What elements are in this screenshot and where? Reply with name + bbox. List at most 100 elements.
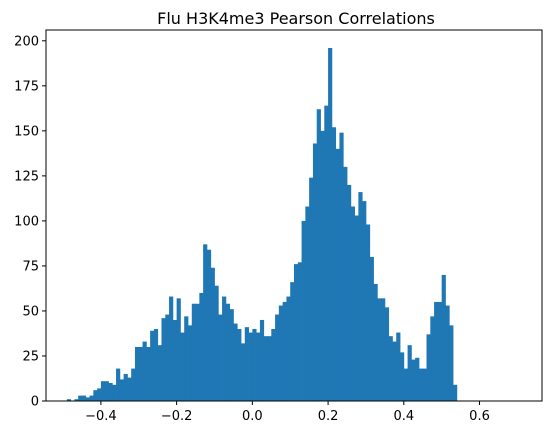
histogram-bar bbox=[358, 192, 363, 401]
histogram-bar bbox=[191, 303, 196, 401]
histogram-bar bbox=[256, 332, 261, 401]
histogram-bar bbox=[335, 148, 340, 401]
histogram-bar bbox=[418, 368, 424, 401]
y-tick-label: 50 bbox=[22, 304, 39, 319]
histogram-bar bbox=[112, 384, 117, 401]
histogram-bar bbox=[89, 395, 94, 401]
histogram-bar bbox=[422, 368, 427, 401]
histogram-bar bbox=[161, 318, 166, 401]
histogram-bar bbox=[392, 341, 397, 401]
y-tick-label: 25 bbox=[22, 349, 39, 364]
histogram-bar bbox=[396, 332, 401, 401]
histogram-bar bbox=[165, 314, 170, 401]
x-axis-ticks: −0.4 −0.2 0.0 0.2 0.4 0.6 bbox=[85, 401, 490, 424]
x-tick-label: 0.0 bbox=[242, 409, 263, 424]
histogram-bar bbox=[437, 301, 443, 401]
histogram-bar bbox=[104, 381, 109, 401]
histogram-bar bbox=[222, 296, 227, 401]
histogram-bar bbox=[157, 345, 162, 401]
histogram-bar bbox=[278, 305, 284, 401]
histogram-bar bbox=[434, 301, 439, 401]
histogram-bar bbox=[350, 206, 355, 401]
histogram-bar bbox=[131, 368, 136, 401]
histogram-bar bbox=[426, 334, 431, 401]
histogram-bar bbox=[184, 316, 189, 401]
histogram-bar bbox=[316, 109, 321, 401]
histogram-bar bbox=[210, 267, 215, 401]
histogram-bar bbox=[354, 215, 359, 401]
histogram-bar bbox=[203, 244, 208, 401]
histogram-bar bbox=[108, 382, 113, 401]
histogram-bar bbox=[142, 341, 147, 401]
histogram-bar bbox=[449, 325, 454, 401]
histogram-bar bbox=[267, 336, 272, 401]
chart-title: Flu H3K4me3 Pearson Correlations bbox=[157, 9, 435, 28]
y-axis-ticks: 0 25 50 75 100 125 150 175 200 bbox=[14, 34, 46, 410]
histogram-bar bbox=[146, 346, 151, 401]
histogram-bar bbox=[176, 298, 181, 401]
histogram-bar bbox=[403, 368, 408, 401]
histogram-bar bbox=[347, 184, 352, 401]
histogram-bar bbox=[66, 399, 72, 401]
histogram-bar bbox=[441, 274, 446, 401]
histogram-bar bbox=[373, 283, 378, 401]
histogram-bar bbox=[430, 316, 435, 401]
histogram-bar bbox=[305, 206, 310, 401]
histogram-bar bbox=[369, 256, 374, 401]
histogram-bar bbox=[453, 384, 458, 401]
histogram-bar bbox=[309, 177, 314, 401]
histogram-bar bbox=[297, 262, 302, 401]
y-tick-label: 75 bbox=[22, 259, 39, 274]
histogram-bar bbox=[172, 319, 178, 401]
histogram-bar bbox=[127, 377, 132, 401]
histogram-bar bbox=[339, 132, 344, 401]
histogram-bar bbox=[187, 325, 193, 401]
histogram-bar bbox=[240, 343, 246, 401]
histogram-bar bbox=[229, 309, 234, 401]
histogram-bar bbox=[74, 399, 79, 401]
x-tick-label: 0.6 bbox=[469, 409, 490, 424]
y-tick-label: 0 bbox=[31, 395, 39, 410]
histogram-bar bbox=[286, 296, 291, 401]
histogram-bar bbox=[415, 357, 420, 401]
histogram-bar bbox=[407, 345, 412, 401]
histogram-bars bbox=[66, 48, 458, 402]
histogram-bar bbox=[78, 395, 83, 401]
x-tick-label: −0.4 bbox=[85, 409, 117, 424]
histogram-bar bbox=[244, 327, 249, 401]
histogram-bar bbox=[290, 282, 295, 401]
histogram-bar bbox=[233, 323, 238, 401]
y-tick-label: 200 bbox=[14, 34, 39, 49]
histogram-bar bbox=[116, 368, 121, 401]
histogram-bar bbox=[150, 330, 155, 401]
histogram-bar bbox=[324, 105, 329, 401]
plot-frame bbox=[45, 29, 543, 402]
y-tick-label: 150 bbox=[14, 124, 39, 139]
histogram-bar bbox=[263, 336, 268, 401]
histogram-bar bbox=[384, 307, 390, 401]
x-tick-label: 0.2 bbox=[318, 409, 339, 424]
histogram-bar bbox=[123, 373, 128, 401]
histogram-bar bbox=[331, 127, 337, 401]
histogram-bar bbox=[134, 346, 140, 401]
histogram-bar bbox=[169, 296, 174, 401]
histogram-bar bbox=[275, 314, 280, 401]
histogram-bar bbox=[301, 220, 306, 401]
histogram-bar bbox=[206, 249, 212, 401]
histogram-bar bbox=[97, 388, 102, 401]
histogram-bar bbox=[252, 328, 257, 401]
histogram-bar bbox=[214, 285, 219, 401]
histogram-bar bbox=[100, 381, 106, 401]
histogram-bar bbox=[180, 332, 185, 401]
histogram-bar bbox=[411, 359, 416, 401]
histogram-bar bbox=[195, 303, 200, 401]
histogram-bar bbox=[119, 379, 125, 401]
histogram-bar bbox=[377, 298, 382, 401]
histogram-bar bbox=[362, 201, 367, 401]
histogram-bar bbox=[343, 166, 348, 401]
histogram-bar bbox=[388, 336, 393, 401]
histogram-bar bbox=[248, 332, 253, 401]
histogram-bar bbox=[365, 224, 371, 401]
histogram-bar bbox=[320, 130, 325, 401]
